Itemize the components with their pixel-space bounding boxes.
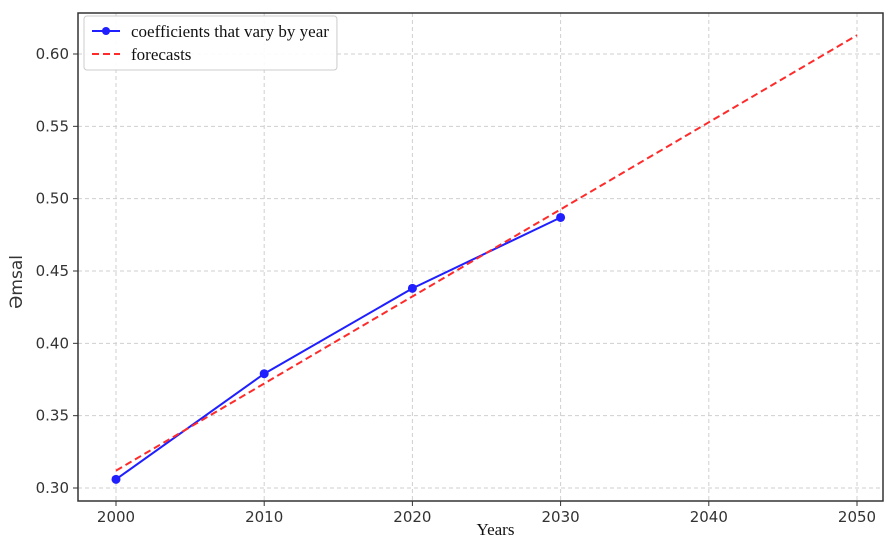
y-tick-label: 0.55: [36, 117, 69, 135]
x-tick-label: 2050: [838, 508, 876, 526]
y-tick-label: 0.35: [36, 407, 69, 425]
data-point: [407, 283, 417, 293]
legend-box: [83, 15, 338, 71]
series-layer: [111, 34, 858, 484]
x-tick-label: 2010: [245, 508, 283, 526]
y-tick-label: 0.45: [36, 262, 69, 280]
y-tick-label: 0.50: [36, 190, 69, 208]
legend: coefficients that vary by year forecasts: [83, 15, 338, 71]
data-point: [259, 369, 269, 379]
x-tick-label: 2030: [542, 508, 580, 526]
data-point: [111, 474, 121, 484]
data-point: [556, 212, 566, 222]
x-tick-label: 2040: [690, 508, 728, 526]
x-tick-label: 2000: [97, 508, 135, 526]
y-tick-label: 0.60: [36, 45, 69, 63]
legend-label-series-0: coefficients that vary by year: [131, 22, 329, 41]
series-line-0: [115, 216, 562, 481]
plot-frame: [77, 12, 884, 502]
x-axis-title: Years: [477, 520, 515, 538]
series-line-1: [115, 34, 858, 472]
y-tick-label: 0.40: [36, 334, 69, 352]
x-tick-label: 2020: [393, 508, 431, 526]
ticks: 2000 2010 2020 2030 2040 2050 0.30 0.35 0.40 0.45…: [36, 45, 877, 526]
y-tick-label: 0.30: [36, 479, 69, 497]
legend-label-series-1: forecasts: [131, 45, 191, 64]
legend-marker-series-0: [102, 27, 110, 35]
y-axis-title: Əmsal: [7, 255, 27, 309]
